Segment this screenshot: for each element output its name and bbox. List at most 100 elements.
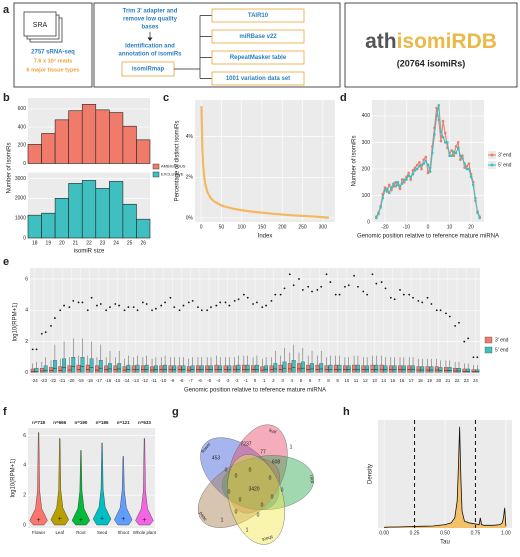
outlier [206,309,209,312]
point [398,184,402,188]
venn-set-label: root [309,475,315,484]
point [446,141,449,144]
reference: TAIR10 [248,13,269,19]
legend-point [490,163,494,167]
samples: 2757 sRNA-seq [31,50,75,56]
point [379,206,382,209]
reference-box [211,50,305,65]
box [113,365,118,373]
venn-count: 453 [212,455,221,461]
x-tick-label: -11 [151,378,158,383]
outlier [178,309,181,312]
box [328,364,333,373]
x-tick-label: 100 [237,224,246,230]
box [135,364,140,373]
point [441,119,445,123]
y-tick-label: 2 [23,492,26,498]
box [241,364,246,373]
point [454,151,458,155]
x-tick-label: Leaf [55,530,64,535]
point [400,178,404,181]
box [49,367,53,373]
outlier [187,301,190,304]
connector [174,15,212,79]
venn-count: 77 [260,449,266,455]
x-tick-label: 6 [309,378,312,383]
outlier [136,309,139,312]
outlier [366,293,369,296]
outlier [347,284,350,287]
box [383,365,388,373]
x-tick-label: Whole plant [133,530,157,535]
reference-box [211,8,305,23]
venn-set [227,454,286,545]
outlier [417,299,420,302]
x-tick-label: 200 [278,224,287,230]
box [108,363,112,373]
box [214,364,219,373]
box [117,363,122,373]
point [467,162,471,165]
legend-swatch [484,336,493,344]
outlier [270,299,273,302]
outlier [338,293,341,296]
bar [27,214,42,239]
legend-label: 5' end [495,347,509,353]
outlier [68,306,71,309]
panel-label: g [172,406,179,418]
x-tick-label: 3 [281,378,284,383]
y-tick-label: 600 [18,106,27,112]
box [89,358,94,373]
panel-label: b [3,92,10,104]
x-tick-label: -20 [381,224,388,230]
outlier [408,293,411,296]
outlier [325,273,328,276]
outlier [63,304,65,307]
point [435,114,438,118]
venn-count: 0 [235,509,238,515]
box [306,364,311,373]
y-axis-label: log10(RPM+1) [11,459,17,498]
outlier [96,304,98,307]
outlier [371,273,374,276]
x-tick-label: 20 [436,378,441,383]
x-tick-label: Seed [97,530,108,535]
venn-count: 0 [271,494,274,500]
x-tick-label: 10 [447,224,453,230]
outlier [182,304,185,307]
box [343,365,347,373]
x-tick-label: -2 [235,378,239,383]
y-axis-label: Number of isomiRs [352,135,358,186]
point [413,168,417,172]
outlier [283,287,286,290]
outlier [375,282,378,285]
legend-swatch [152,171,160,178]
step: Identification and [125,44,175,50]
point [409,175,413,179]
point [428,170,432,173]
tissues: 6 major tissue types [27,67,80,73]
box [223,365,228,373]
point [400,182,404,185]
outlier [430,303,433,305]
box [291,360,296,373]
outlier [242,293,245,296]
plot-background [28,428,155,528]
sample-count: n=718 [32,420,45,425]
box [324,365,329,373]
point [478,216,481,220]
box [232,365,237,373]
bar [109,112,124,164]
outlier [435,309,438,312]
bar [95,109,110,164]
box [34,368,39,373]
outlier [311,290,313,293]
x-tick-label: -18 [87,378,94,383]
x-tick-label: 0.75 [471,530,481,536]
panel-label: h [343,406,350,418]
point [387,191,391,195]
outlier [40,332,43,335]
box [85,364,90,373]
x-tick-label: -17 [96,378,103,383]
outlier [426,296,429,299]
